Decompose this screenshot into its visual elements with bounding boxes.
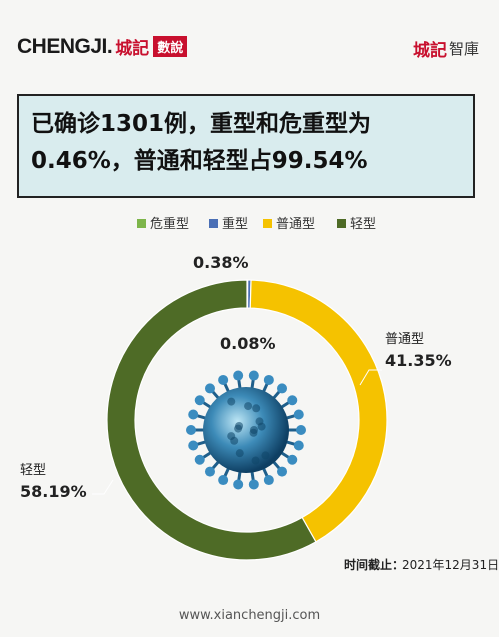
brand-en: CHENGJI. xyxy=(17,34,113,58)
brand-box: 數說 xyxy=(153,36,188,57)
date-label: 时间截止： xyxy=(344,557,404,572)
legend-swatch-1 xyxy=(209,219,218,228)
leader-line-2 xyxy=(359,369,382,386)
brand-logo: CHENGJI. 城記 數說 xyxy=(17,34,188,59)
brand-cn: 城記 xyxy=(115,39,150,59)
slice-3 xyxy=(106,279,317,561)
legend-swatch-0 xyxy=(137,219,146,228)
slice-name-3: 轻型 xyxy=(20,463,46,478)
legend-label-1: 重型 xyxy=(222,216,248,232)
header: CHENGJI. 城記 數說 城記 智庫 xyxy=(0,0,499,70)
legend-swatch-2 xyxy=(263,219,272,228)
brand-right-logo: 城記 智庫 xyxy=(413,36,479,61)
virus-icon xyxy=(186,370,306,490)
donut xyxy=(106,279,388,561)
title-box: 已确诊1301例，重型和危重型为0.46%，普通和轻型占99.54% xyxy=(17,94,475,198)
slice-value-3: 58.19% xyxy=(20,482,87,501)
date-value: 2021年12月31日 xyxy=(402,558,499,572)
slice-value-0: 0.08% xyxy=(220,334,276,353)
brand-right-1: 城記 xyxy=(412,41,447,61)
slice-labels: 0.08% 0.38% 普通型 41.35% 轻型 58.19% xyxy=(20,253,452,501)
brand-right-2: 智庫 xyxy=(448,40,479,58)
legend-label-0: 危重型 xyxy=(150,216,189,232)
footer-url: www.xianchengji.com xyxy=(178,608,321,623)
slice-name-2: 普通型 xyxy=(385,332,424,347)
slice-value-1: 0.38% xyxy=(193,253,249,272)
chart-title: 已确诊1301例，重型和危重型为0.46%，普通和轻型占99.54% xyxy=(31,111,372,174)
legend-label-3: 轻型 xyxy=(350,217,376,232)
slice-value-2: 41.35% xyxy=(385,351,452,370)
legend: 危重型 重型 普通型 轻型 xyxy=(137,216,376,232)
leader-line-3 xyxy=(92,479,114,495)
legend-swatch-3 xyxy=(337,219,346,228)
legend-label-2: 普通型 xyxy=(276,217,315,232)
